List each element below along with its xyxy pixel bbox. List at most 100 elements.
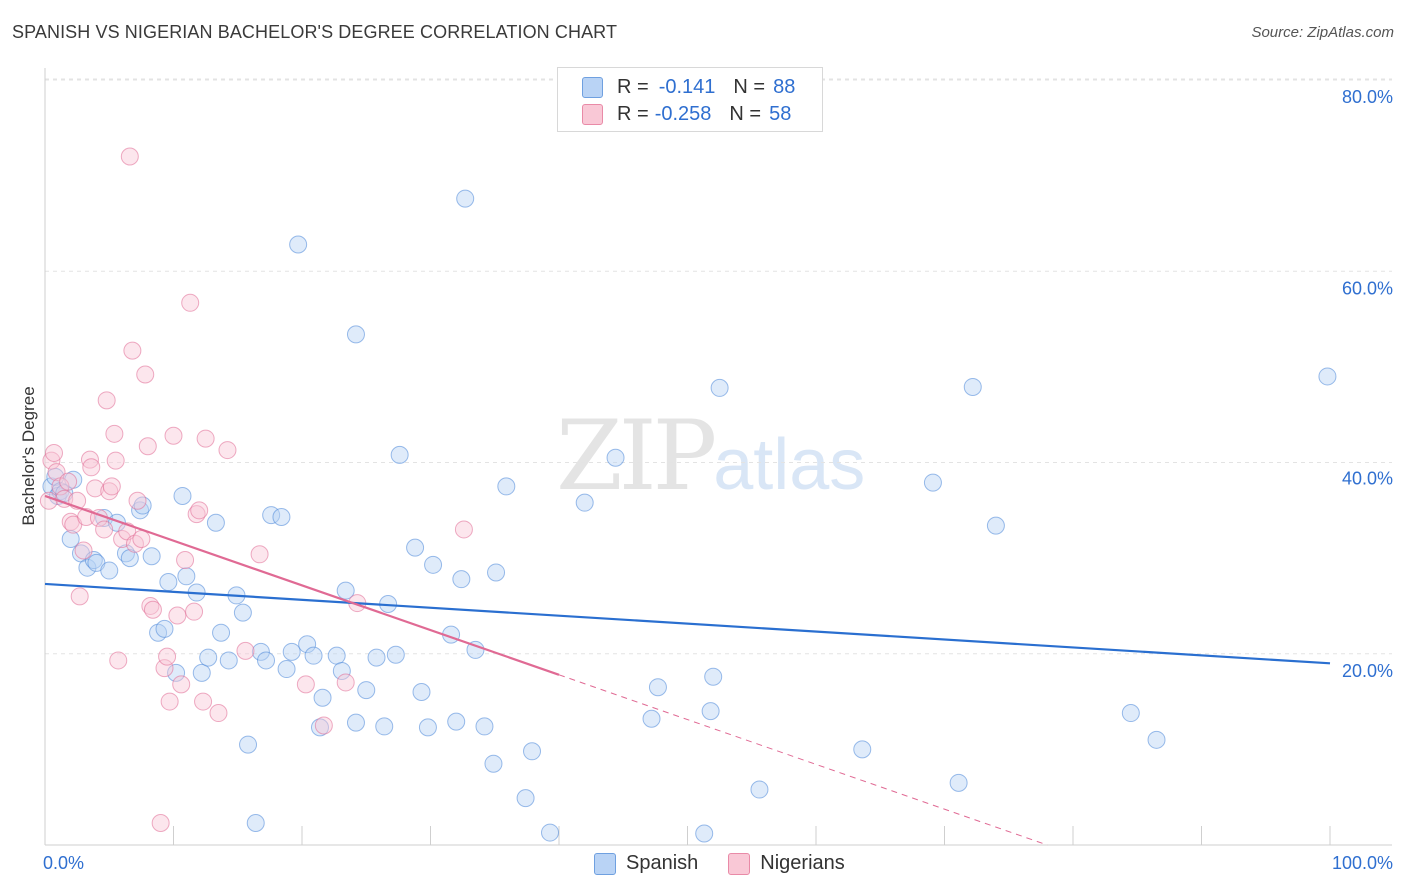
nigerian-point <box>314 716 333 735</box>
spanish-point <box>648 678 667 697</box>
spanish-point <box>332 661 351 680</box>
spanish-point <box>1121 704 1140 723</box>
spanish-point <box>233 603 252 622</box>
spanish-point <box>386 645 405 664</box>
nigerian-point <box>164 426 183 445</box>
spanish-point <box>120 549 139 568</box>
nigerian-point <box>120 147 139 166</box>
nigerian-point <box>190 501 209 520</box>
spanish-point <box>177 567 196 586</box>
spanish-point <box>346 713 365 732</box>
nigerian-point <box>176 551 195 570</box>
nigerian-point <box>70 587 89 606</box>
spanish-point <box>251 642 270 661</box>
spanish-point <box>167 663 186 682</box>
spanish-point <box>475 717 494 736</box>
source-label: Source: ZipAtlas.com <box>1251 24 1394 41</box>
legend-item-nigerians[interactable]: Nigerians <box>728 852 845 875</box>
spanish-point <box>155 619 174 638</box>
nigerian-point <box>143 600 162 619</box>
nigerian-point <box>168 606 187 625</box>
nigerian-point <box>47 463 66 482</box>
nigerians-legend-swatch <box>728 852 751 875</box>
spanish-point <box>963 377 982 396</box>
spanish-point <box>327 646 346 665</box>
spanish-point <box>710 378 729 397</box>
spanish-point <box>246 814 265 833</box>
nigerian-trendline <box>44 494 560 676</box>
spanish-point <box>357 681 376 700</box>
spanish-point <box>212 623 231 642</box>
nigerian-point <box>151 814 170 833</box>
chart-title: SPANISH VS NIGERIAN BACHELOR'S DEGREE CO… <box>12 22 618 42</box>
nigerian-point <box>136 365 155 384</box>
spanish-point <box>466 640 485 659</box>
spanish-point <box>406 538 425 557</box>
spanish-point <box>100 561 119 580</box>
spanish-n-label: N = <box>733 75 766 98</box>
nigerian-point <box>196 429 215 448</box>
spanish-point <box>853 740 872 759</box>
spanish-point <box>541 823 560 842</box>
nigerians-n-label: N = <box>729 102 762 125</box>
spanish-point <box>346 325 365 344</box>
watermark-atlas: atlas <box>713 425 866 505</box>
nigerian-point <box>336 673 355 692</box>
legend-item-spanish[interactable]: Spanish <box>594 852 698 875</box>
spanish-point <box>159 573 178 592</box>
spanish-point <box>750 780 769 799</box>
spanish-point <box>695 824 714 843</box>
spanish-point <box>133 496 152 515</box>
nigerian-point <box>185 602 204 621</box>
spanish-point <box>949 773 968 792</box>
spanish-point <box>336 581 355 600</box>
spanish-point <box>701 702 720 721</box>
spanish-point <box>412 683 431 701</box>
watermark-zip: ZIP <box>556 400 717 512</box>
spanish-point <box>142 547 161 566</box>
y-tick-label: 40.0% <box>1342 469 1393 489</box>
nigerian-point <box>97 391 116 410</box>
spanish-point <box>304 646 323 665</box>
nigerian-point <box>158 647 177 666</box>
x-tick-label-min: 0.0% <box>43 853 84 873</box>
stats-legend: R = -0.141 N = 88 R = -0.258 N = 58 <box>557 67 823 132</box>
nigerians-legend-label: Nigerians <box>760 852 845 874</box>
nigerian-point <box>194 692 213 711</box>
spanish-point <box>1147 730 1166 749</box>
legend-row-spanish: R = -0.141 N = 88 <box>582 74 795 100</box>
nigerian-point <box>100 482 119 501</box>
y-tick-label: 20.0% <box>1342 661 1393 681</box>
watermark: ZIPatlas <box>556 400 865 512</box>
nigerian-point <box>123 341 142 360</box>
spanish-point <box>257 651 276 670</box>
spanish-point <box>447 712 466 731</box>
spanish-point <box>523 742 542 761</box>
spanish-point <box>424 555 443 574</box>
spanish-point <box>219 651 238 670</box>
nigerian-point <box>138 437 157 456</box>
spanish-swatch <box>582 76 603 98</box>
nigerian-point <box>102 477 121 496</box>
nigerian-point <box>132 530 151 548</box>
spanish-point <box>313 688 332 707</box>
nigerian-point <box>59 472 78 491</box>
spanish-point <box>452 570 471 589</box>
spanish-point <box>497 477 516 496</box>
nigerian-point <box>105 424 124 443</box>
spanish-point <box>642 709 661 728</box>
spanish-point <box>390 445 409 464</box>
spanish-trendline <box>44 582 1331 665</box>
spanish-point <box>516 789 535 808</box>
spanish-point <box>173 486 192 505</box>
nigerian-point <box>155 659 174 678</box>
nigerian-point <box>296 675 315 694</box>
spanish-point <box>456 189 475 208</box>
spanish-point <box>272 508 291 527</box>
nigerian-point <box>128 491 147 510</box>
spanish-legend-label: Spanish <box>626 852 699 874</box>
nigerian-point <box>74 541 93 560</box>
spanish-point <box>375 717 394 736</box>
nigerian-point <box>44 443 63 462</box>
